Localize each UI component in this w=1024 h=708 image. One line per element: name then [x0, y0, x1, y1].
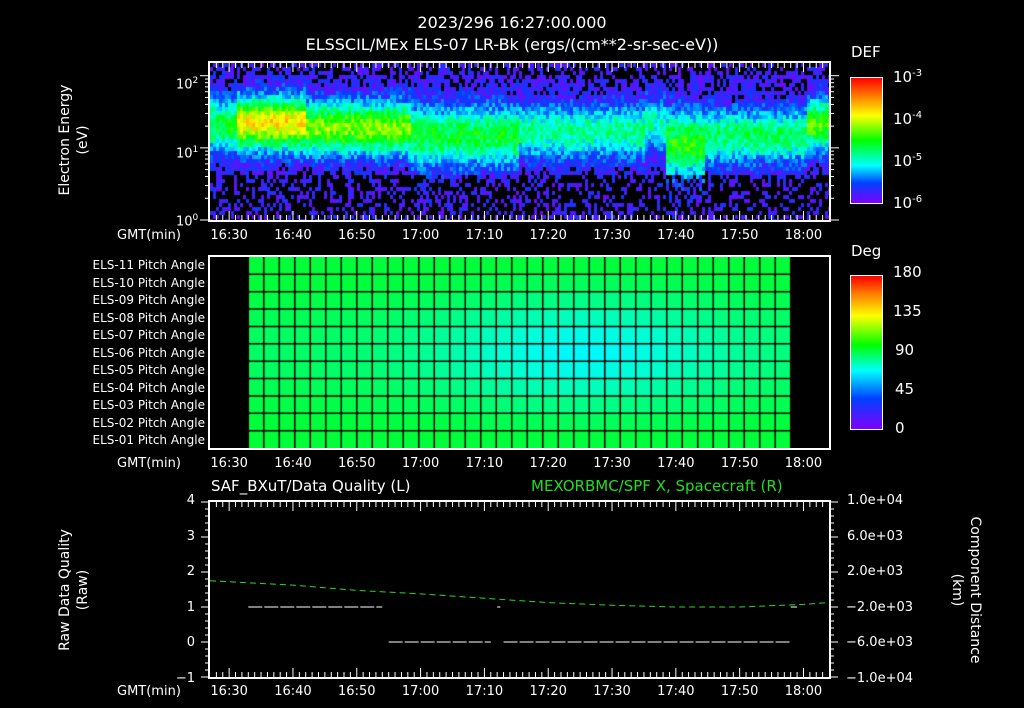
distance-tick-label: −2.0e+03 [846, 599, 913, 615]
time-tick-label: 17:50 [720, 228, 759, 243]
time-tick-label: 17:40 [657, 228, 695, 243]
data-quality-title: SAF_BXuT/Data Quality (L) [211, 477, 411, 495]
pitch-angle-row-label: ELS-11 Pitch Angle [92, 258, 205, 272]
distance-tick-label: 1.0e+04 [847, 493, 904, 508]
def-tick-1e-6: 10-6 [893, 194, 923, 212]
quality-tick-label: −1 [175, 670, 195, 686]
def-tick-1e-4: 10-4 [893, 110, 923, 128]
def-tick-1e-3: 10-3 [893, 68, 923, 86]
time-tick-label: 16:30 [210, 456, 248, 471]
time-tick-label: 17:40 [657, 684, 695, 699]
pitch-angle-row-label: ELS-03 Pitch Angle [92, 398, 205, 412]
panel1-xlabel: GMT(min) [117, 228, 181, 243]
distance-tick-label: 2.0e+03 [847, 564, 904, 579]
distance-tick-label: −6.0e+03 [846, 635, 913, 650]
pitch-angle-row-label: ELS-04 Pitch Angle [92, 380, 205, 395]
quality-tick-label: 1 [186, 599, 195, 615]
distance-tick-label: 6.0e+03 [847, 528, 904, 544]
quality-axis-label: Raw Data Quality [57, 529, 73, 651]
energy-tick-10: 101 [176, 145, 199, 162]
plot-timestamp: 2023/296 16:27:00.000 [417, 13, 607, 32]
distance-tick-label: −1.0e+04 [846, 670, 913, 686]
distance-axis-unit: (km) [949, 573, 965, 607]
time-tick-label: 17:20 [529, 228, 567, 243]
quality-tick-label: 3 [186, 528, 195, 544]
deg-tick-135: 135 [893, 302, 922, 320]
pitch-angle-row-label: ELS-10 Pitch Angle [92, 275, 205, 290]
time-tick-label: 17:50 [720, 684, 759, 699]
energy-tick-1: 100 [176, 213, 199, 230]
time-tick-label: 16:30 [210, 684, 248, 699]
time-tick-label: 17:40 [657, 456, 695, 471]
plot-subtitle: ELSSCIL/MEx ELS-07 LR-Bk (ergs/(cm**2-sr… [305, 35, 719, 54]
time-tick-label: 17:00 [401, 228, 440, 243]
pitch-angle-panel [210, 257, 830, 448]
time-tick-label: 17:30 [593, 684, 631, 699]
def-colorbar [850, 77, 883, 204]
deg-colorbar-title: Deg [851, 242, 882, 260]
deg-tick-180: 180 [893, 263, 922, 281]
quality-axis-unit: (Raw) [75, 569, 91, 611]
energy-tick-100: 102 [176, 76, 199, 93]
pitch-angle-row-label: ELS-07 Pitch Angle [92, 328, 205, 342]
spacecraft-title: MEXORBMC/SPF X, Spacecraft (R) [531, 477, 783, 495]
def-tick-1e-5: 10-5 [893, 152, 923, 170]
line-plot-frame [208, 500, 831, 679]
pitch-angle-row-label: ELS-09 Pitch Angle [92, 293, 205, 307]
quality-tick-label: 0 [186, 635, 195, 650]
quality-tick-label: 2 [186, 564, 195, 579]
deg-colorbar [850, 275, 883, 430]
spectrogram-frame [208, 61, 831, 222]
time-tick-label: 17:30 [593, 456, 631, 471]
def-colorbar-title: DEF [851, 43, 881, 61]
time-tick-label: 18:00 [784, 456, 823, 471]
time-tick-label: 16:40 [274, 456, 312, 471]
panel2-xlabel: GMT(min) [117, 456, 181, 471]
spectrogram-image [210, 63, 830, 221]
time-tick-label: 16:30 [210, 228, 248, 243]
time-tick-label: 17:50 [720, 456, 759, 471]
pitch-angle-row-label: ELS-02 Pitch Angle [92, 415, 205, 430]
panel3-xlabel: GMT(min) [117, 684, 181, 699]
time-tick-label: 17:30 [593, 228, 631, 243]
time-tick-label: 17:10 [465, 228, 504, 243]
deg-tick-90: 90 [895, 341, 915, 359]
time-tick-label: 17:10 [465, 456, 504, 471]
pitch-angle-image [210, 257, 830, 448]
deg-tick-45: 45 [895, 380, 915, 398]
pitch-angle-row-label: ELS-01 Pitch Angle [92, 433, 205, 447]
time-tick-label: 16:40 [274, 684, 312, 699]
time-tick-label: 17:00 [401, 456, 440, 471]
pitch-angle-row-label: ELS-06 Pitch Angle [92, 345, 205, 360]
time-tick-label: 16:50 [338, 228, 376, 243]
time-tick-label: 16:40 [274, 228, 312, 243]
pitch-angle-row-label: ELS-08 Pitch Angle [92, 310, 205, 325]
spectrogram-panel [210, 63, 830, 221]
pitch-angle-row-label: ELS-05 Pitch Angle [92, 363, 205, 377]
time-tick-label: 17:10 [465, 684, 504, 699]
distance-axis-label: Component Distance [967, 516, 983, 664]
pitch-angle-frame [208, 255, 831, 450]
quality-tick-label: 4 [186, 493, 195, 508]
time-tick-label: 17:20 [529, 684, 567, 699]
time-tick-label: 18:00 [784, 228, 823, 243]
deg-tick-0: 0 [895, 419, 905, 437]
time-tick-label: 17:00 [401, 684, 440, 699]
time-tick-label: 18:00 [784, 684, 823, 699]
time-tick-label: 17:20 [529, 456, 567, 471]
time-tick-label: 16:50 [338, 684, 376, 699]
time-tick-label: 16:50 [338, 456, 376, 471]
